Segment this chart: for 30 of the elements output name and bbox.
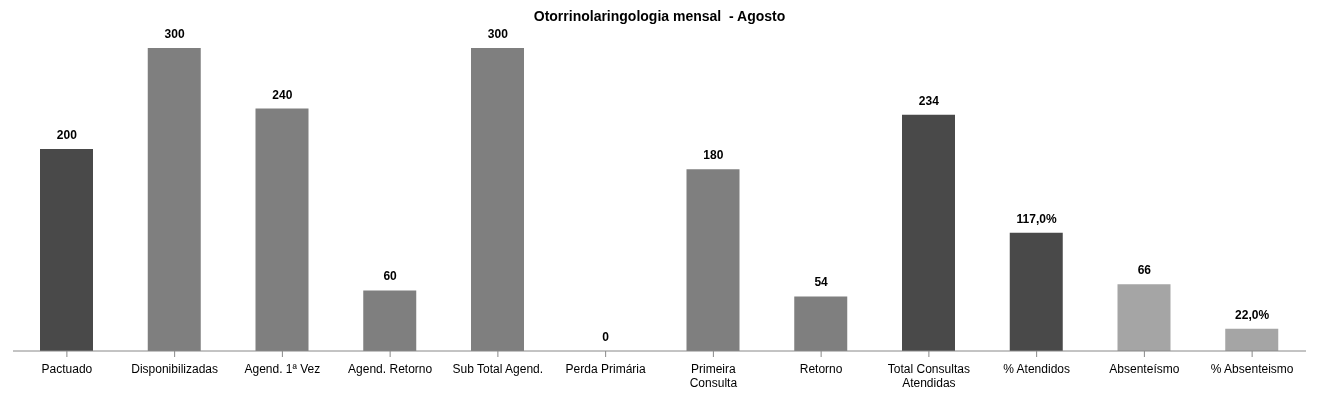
x-tick-label: Sub Total Agend.: [452, 362, 544, 376]
data-label: 200: [56, 128, 78, 142]
bar: [40, 149, 93, 351]
data-label: 54: [814, 275, 829, 290]
data-label: 60: [383, 269, 398, 284]
bar: [1225, 328, 1279, 351]
x-tick-label: % Absenteismo: [1210, 362, 1294, 376]
data-label: 22,0%: [1235, 307, 1270, 322]
data-label: 234: [918, 93, 940, 108]
x-tick-label: Primeira Consulta: [689, 362, 738, 390]
bar: [902, 114, 955, 351]
chart-title: Otorrinolaringologia mensal - Agosto: [532, 8, 787, 24]
data-label: 66: [1137, 263, 1152, 278]
data-label: 300: [164, 27, 185, 41]
x-tick-label: Retorno: [799, 362, 843, 376]
bar: [1117, 284, 1171, 351]
x-tick-label: Absenteísmo: [1109, 362, 1180, 376]
x-tick-label: % Atendidos: [1003, 362, 1070, 376]
data-label: 300: [487, 27, 509, 41]
data-label: 240: [272, 87, 293, 102]
data-label: 117,0%: [1016, 211, 1057, 226]
x-tick-label: Disponibilizadas: [131, 362, 218, 376]
x-tick-label: Pactuado: [41, 362, 93, 376]
data-label: 0: [602, 330, 610, 344]
x-tick-label: Perda Primária: [565, 362, 646, 376]
x-tick-label: Agend. 1ª Vez: [244, 362, 321, 376]
bar: [1009, 232, 1063, 351]
data-label: 180: [703, 148, 724, 163]
x-tick-label: Total Consultas Atendidas: [887, 362, 970, 390]
x-tick-label: Agend. Retorno: [348, 362, 433, 376]
